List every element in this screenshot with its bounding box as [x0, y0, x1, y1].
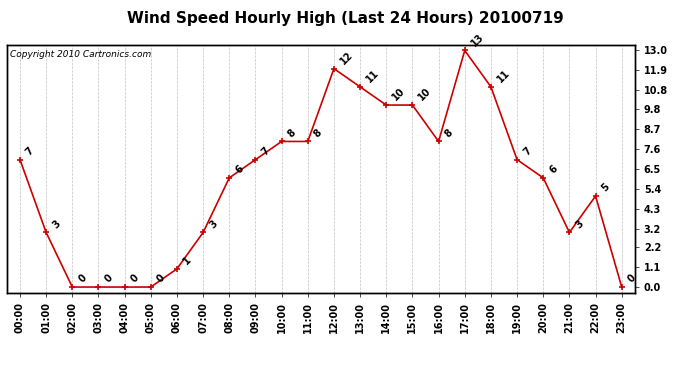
- Text: 6: 6: [547, 164, 559, 176]
- Text: 11: 11: [495, 68, 512, 85]
- Text: 3: 3: [207, 218, 219, 230]
- Text: 0: 0: [155, 273, 167, 285]
- Text: 0: 0: [77, 273, 88, 285]
- Text: 7: 7: [24, 146, 36, 158]
- Text: 13: 13: [469, 32, 486, 48]
- Text: 6: 6: [233, 164, 245, 176]
- Text: 0: 0: [129, 273, 141, 285]
- Text: Copyright 2010 Cartronics.com: Copyright 2010 Cartronics.com: [10, 50, 151, 59]
- Text: 5: 5: [600, 182, 611, 194]
- Text: 1: 1: [181, 255, 193, 267]
- Text: 11: 11: [364, 68, 381, 85]
- Text: Wind Speed Hourly High (Last 24 Hours) 20100719: Wind Speed Hourly High (Last 24 Hours) 2…: [127, 11, 563, 26]
- Text: 8: 8: [312, 128, 324, 139]
- Text: 10: 10: [417, 86, 433, 103]
- Text: 8: 8: [286, 128, 297, 139]
- Text: 3: 3: [573, 218, 585, 230]
- Text: 0: 0: [626, 273, 638, 285]
- Text: 0: 0: [103, 273, 115, 285]
- Text: 8: 8: [443, 128, 455, 139]
- Text: 3: 3: [50, 218, 62, 230]
- Text: 12: 12: [338, 50, 355, 66]
- Text: 7: 7: [521, 146, 533, 158]
- Text: 10: 10: [391, 86, 407, 103]
- Text: 7: 7: [259, 146, 271, 158]
